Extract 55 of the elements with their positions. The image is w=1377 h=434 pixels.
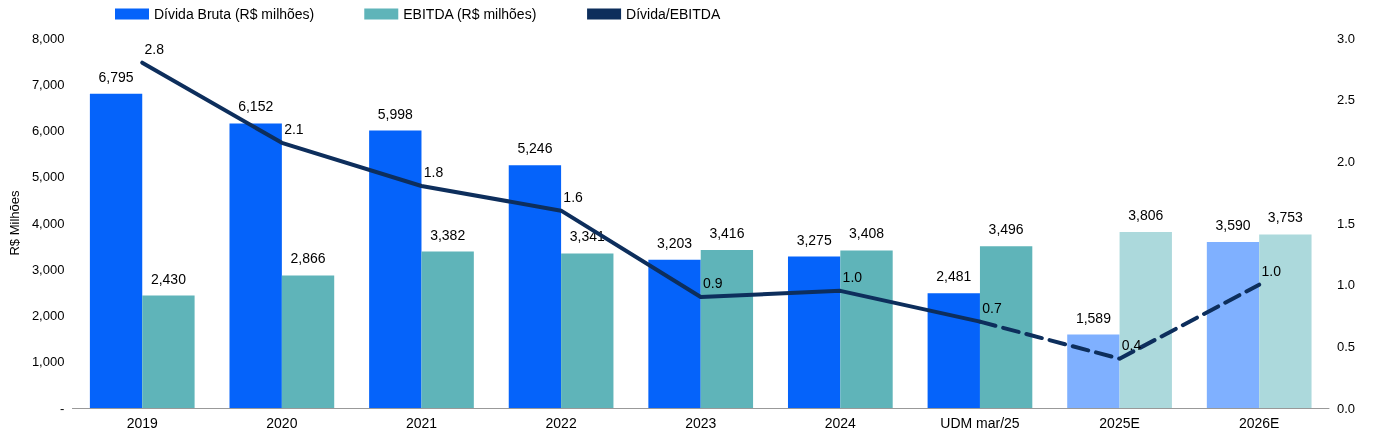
- legend-label: Dívida/EBITDA: [626, 6, 721, 22]
- y2-tick-label: 3.0: [1337, 30, 1356, 46]
- data-label: 0.7: [982, 299, 1002, 316]
- legend-label: EBITDA (R$ milhões): [403, 6, 537, 22]
- data-label: 3,496: [988, 221, 1024, 238]
- x-tick-label: 2022: [545, 415, 577, 431]
- x-tick-label: 2020: [266, 415, 298, 431]
- data-label: 6,795: [98, 68, 134, 85]
- data-label: 3,203: [657, 234, 693, 251]
- x-tick-label: 2024: [824, 415, 857, 431]
- data-label: 3,382: [430, 226, 466, 243]
- data-label: 1,589: [1075, 309, 1112, 326]
- data-label: 5,998: [377, 105, 414, 122]
- y2-tick-label: 0.5: [1337, 338, 1356, 354]
- data-label: 6,152: [238, 98, 274, 115]
- y-tick-label: 8,000: [31, 30, 65, 46]
- x-tick-label: 2023: [685, 415, 717, 431]
- data-label: 3,408: [848, 225, 885, 242]
- data-label: 0.9: [702, 275, 723, 291]
- data-label: 1.0: [842, 268, 863, 285]
- data-label: 5,246: [517, 140, 553, 157]
- legend-label: Dívida Bruta (R$ milhões): [154, 6, 315, 22]
- y-tick-label: 7,000: [31, 76, 65, 92]
- data-label: 3,590: [1215, 216, 1251, 233]
- y-axis-title: R$ Milhões: [7, 189, 22, 256]
- x-tick-label: 2025E: [1099, 415, 1140, 431]
- data-label: 1.6: [563, 188, 584, 205]
- y-tick-label: 5,000: [31, 169, 65, 185]
- y2-tick-label: 1.0: [1337, 277, 1356, 293]
- x-tick-label: UDM mar/25: [940, 415, 1020, 431]
- y-tick-label: 2,000: [31, 308, 65, 323]
- data-label: 3,753: [1267, 209, 1304, 226]
- data-label: 2.8: [144, 40, 165, 57]
- data-label: 3,806: [1128, 206, 1164, 223]
- y-tick-label: 3,000: [31, 261, 65, 277]
- data-label: 2.1: [284, 120, 304, 137]
- data-label: 3,416: [709, 225, 745, 242]
- data-label: 2,481: [936, 268, 972, 285]
- data-label: 2,866: [290, 250, 326, 267]
- y-tick-label: 1,000: [31, 354, 65, 370]
- y-tick-label: 6,000: [31, 123, 65, 138]
- data-label: 0.4: [1121, 336, 1142, 353]
- x-tick-label: 2019: [126, 415, 159, 431]
- y-tick-label: -: [60, 400, 65, 416]
- y2-tick-label: 1.5: [1337, 215, 1356, 231]
- x-tick-label: 2021: [405, 415, 438, 431]
- y-tick-label: 4,000: [31, 215, 65, 231]
- data-label: 1.0: [1261, 262, 1282, 279]
- data-label: 2,430: [150, 270, 187, 287]
- y2-tick-label: 2.5: [1337, 92, 1356, 108]
- y2-tick-label: 2.0: [1337, 153, 1356, 169]
- data-label: 3,275: [796, 231, 832, 248]
- y2-tick-label: 0.0: [1337, 400, 1356, 416]
- x-tick-label: 2026E: [1238, 415, 1280, 431]
- data-label: 1.8: [423, 164, 444, 180]
